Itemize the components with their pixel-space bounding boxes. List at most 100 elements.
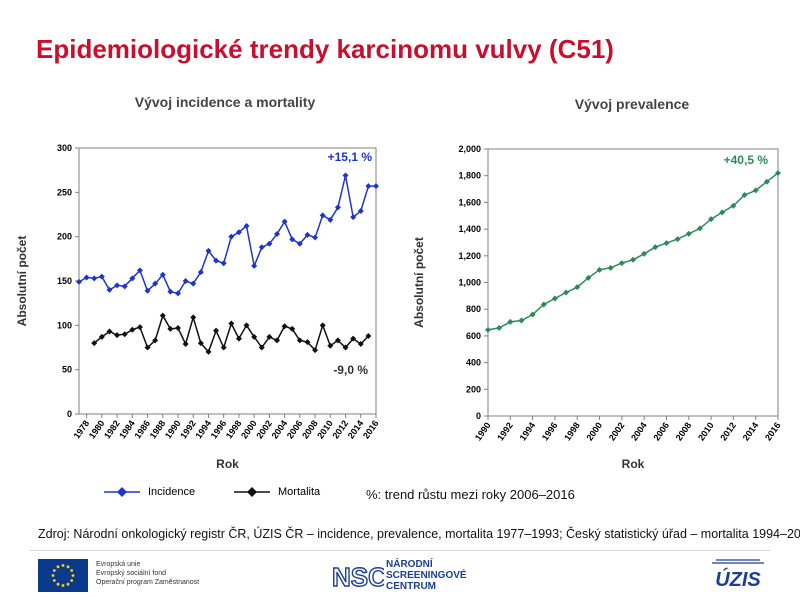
data-point-mortalita (350, 335, 357, 342)
data-point-incidence (190, 280, 197, 287)
data-point-incidence (365, 183, 372, 190)
x-tick-label: 2004 (629, 420, 649, 442)
uzis-logo-icon: ÚZIS (712, 559, 764, 591)
data-point-incidence (83, 274, 90, 281)
legend-item-incidence: Incidence (104, 486, 195, 498)
y-tick-label: 100 (57, 320, 72, 330)
data-point-mortalita (106, 328, 113, 335)
eu-star (66, 565, 70, 569)
data-point-prevalence (630, 256, 636, 263)
series-line-incidence (78, 175, 376, 295)
x-tick-label: 2012 (718, 420, 738, 442)
eu-star (61, 584, 65, 587)
x-tick-label: 2010 (696, 420, 716, 442)
data-point-mortalita (296, 337, 303, 344)
data-point-incidence (373, 183, 379, 190)
y-axis-label: Absolutní počet (412, 237, 426, 328)
eu-star (52, 569, 56, 572)
y-tick-label: 1,000 (458, 278, 481, 288)
data-point-prevalence (596, 266, 603, 273)
data-point-incidence (159, 271, 166, 278)
y-tick-label: 1,200 (458, 251, 481, 261)
data-point-mortalita (213, 327, 220, 334)
x-tick-label: 2006 (651, 420, 671, 442)
data-point-prevalence (763, 178, 770, 185)
x-tick-label: 1994 (518, 420, 538, 442)
prevalence-chart-title: Vývoj prevalence (574, 96, 690, 112)
data-point-mortalita (190, 314, 197, 321)
data-point-prevalence (775, 170, 781, 177)
nsc-line: NÁRODNÍ (386, 559, 433, 570)
y-tick-label: 250 (57, 187, 72, 197)
trend-annotation: +15,1 % (328, 150, 373, 164)
data-point-prevalence (663, 240, 670, 247)
nsc-line: CENTRUM (386, 581, 436, 592)
data-point-mortalita (312, 347, 319, 354)
data-point-mortalita (121, 331, 128, 338)
y-tick-label: 1,400 (458, 224, 481, 234)
data-point-incidence (327, 216, 334, 223)
data-point-prevalence (696, 225, 703, 232)
data-point-mortalita (159, 312, 166, 319)
data-point-mortalita (304, 339, 311, 346)
data-point-incidence (319, 212, 326, 219)
data-point-incidence (213, 257, 220, 264)
data-point-incidence (357, 207, 364, 214)
eu-star (56, 582, 60, 586)
nsc-line: SCREENINGOVÉ (386, 570, 467, 581)
x-axis-label: Rok (622, 457, 645, 471)
footer-divider (30, 550, 770, 551)
data-point-incidence (136, 267, 143, 274)
data-point-mortalita (220, 344, 227, 351)
y-tick-label: 2,000 (458, 144, 481, 154)
data-point-mortalita (91, 340, 98, 347)
data-point-prevalence (585, 274, 592, 281)
eu-star (51, 574, 55, 577)
legend-item-mortality: Mortalita (234, 486, 320, 498)
data-point-prevalence (607, 264, 614, 271)
data-point-incidence (304, 231, 311, 238)
data-point-mortalita (197, 340, 204, 347)
data-point-incidence (182, 278, 189, 284)
eu-star (56, 565, 60, 569)
data-point-prevalence (540, 301, 547, 308)
data-point-prevalence (685, 230, 692, 237)
nsc-logo-mark: NSC (332, 562, 384, 592)
data-point-incidence (235, 229, 242, 236)
data-point-incidence (350, 214, 357, 221)
data-point-prevalence (507, 318, 514, 325)
data-point-mortalita (258, 344, 265, 351)
y-tick-label: 400 (466, 358, 481, 368)
data-point-prevalence (730, 202, 737, 209)
data-point-prevalence (741, 192, 748, 199)
incidence-chart-title: Vývoj incidence a mortality (134, 94, 316, 110)
data-point-incidence (106, 286, 113, 293)
legend-swatch-incidence (104, 487, 140, 497)
source-note: Zdroj: Národní onkologický registr ČR, Ú… (38, 527, 800, 541)
eu-line: Operační program Zaměstnanost (96, 579, 200, 586)
y-tick-label: 600 (466, 331, 481, 341)
data-point-mortalita (98, 333, 105, 340)
data-point-mortalita (342, 344, 349, 351)
y-tick-label: 150 (57, 276, 72, 286)
data-point-incidence (334, 204, 341, 211)
y-tick-label: 200 (466, 384, 481, 394)
data-point-incidence (129, 275, 136, 282)
data-point-mortalita (251, 333, 258, 340)
data-point-prevalence (752, 187, 759, 194)
x-tick-label: 1992 (495, 420, 515, 442)
data-point-prevalence (529, 311, 536, 318)
data-point-incidence (121, 283, 128, 290)
eu-flag-icon (38, 559, 88, 592)
y-tick-label: 50 (62, 365, 72, 375)
data-point-mortalita (334, 337, 341, 344)
data-point-mortalita (114, 332, 121, 339)
data-point-mortalita (235, 335, 242, 342)
eu-star (52, 579, 56, 582)
data-point-mortalita (228, 320, 235, 327)
data-point-prevalence (674, 236, 681, 243)
data-point-incidence (220, 260, 227, 267)
data-point-incidence (152, 280, 159, 287)
